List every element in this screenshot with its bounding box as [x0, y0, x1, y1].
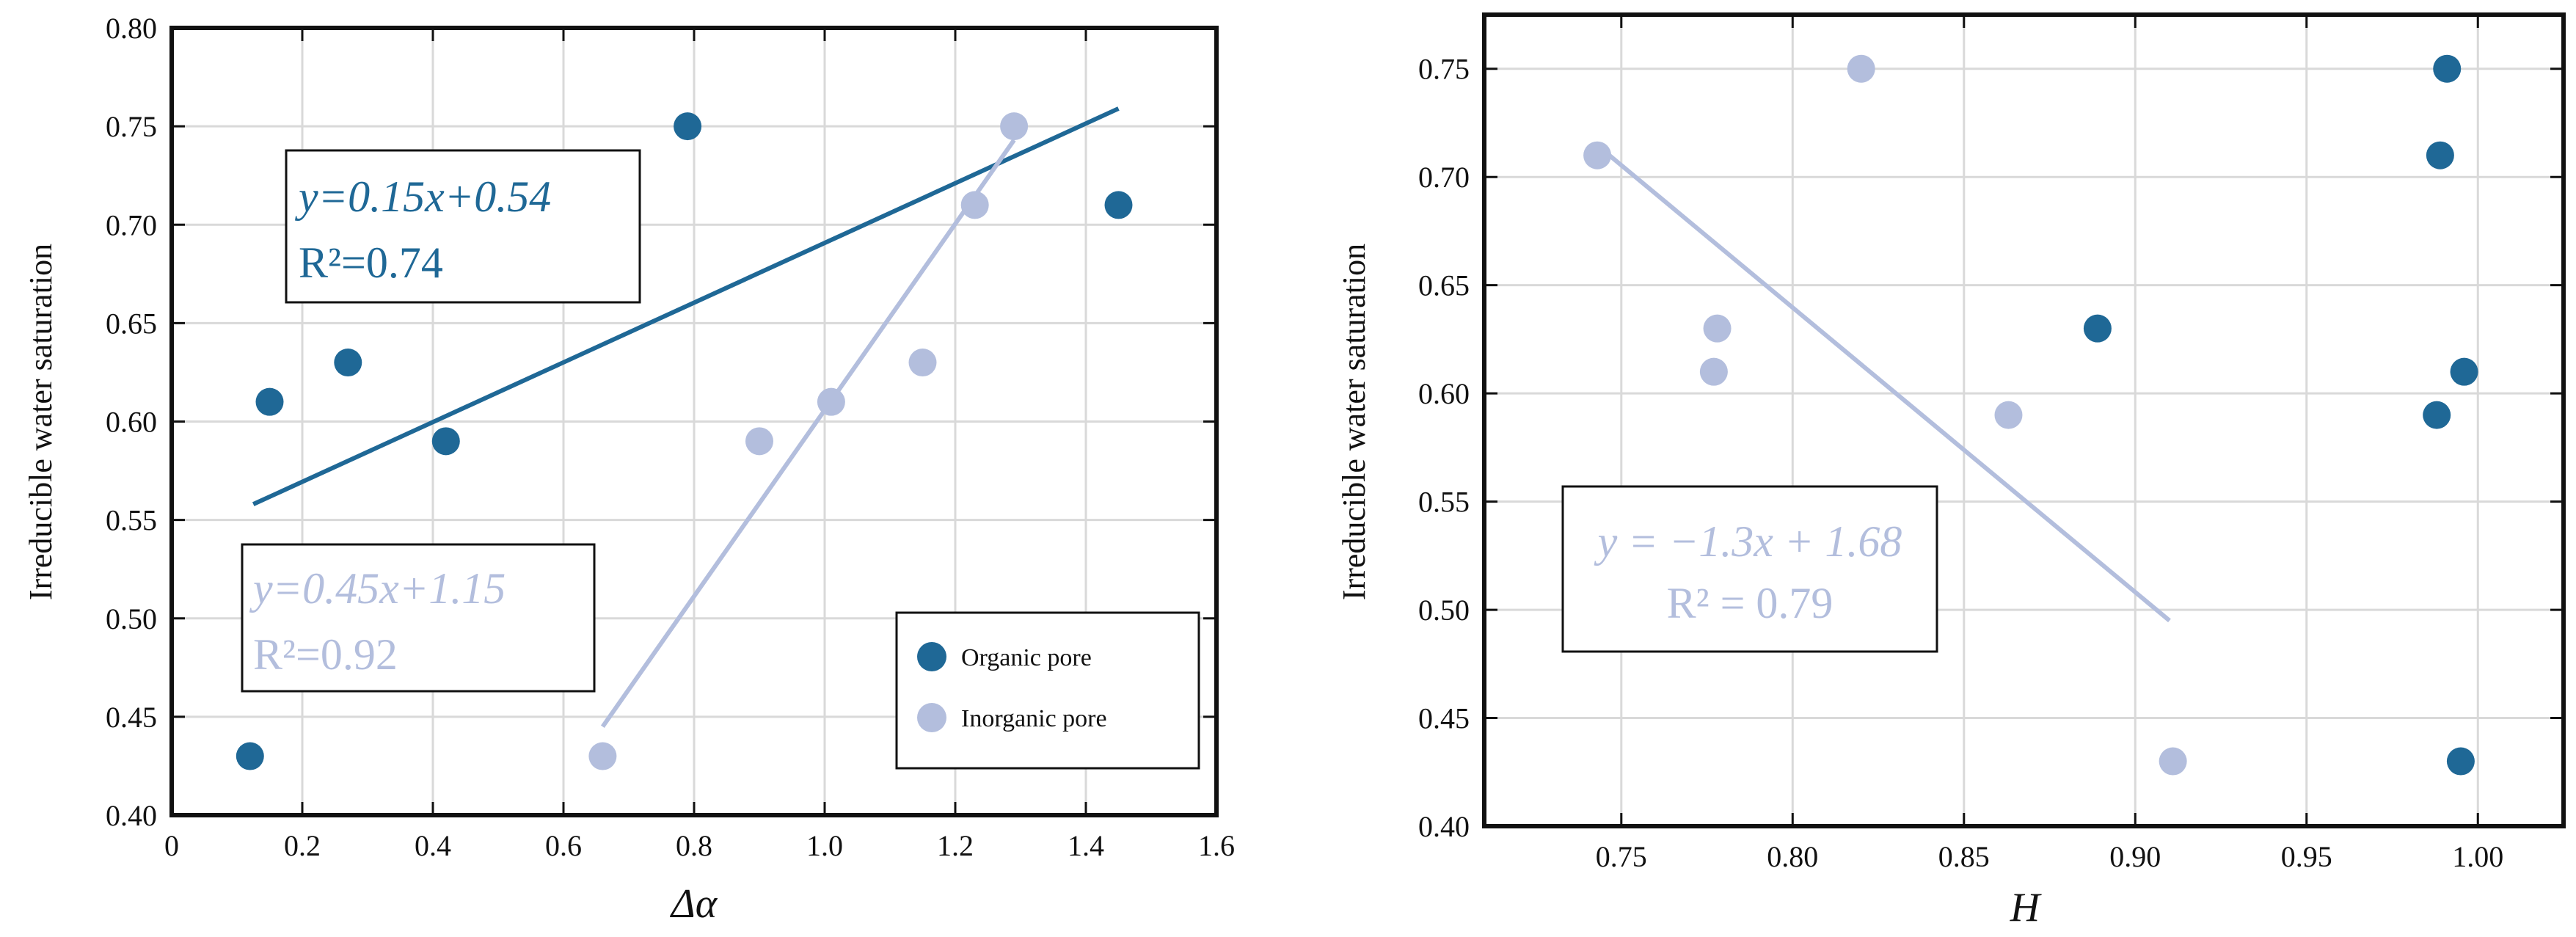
legend-left: Organic pore Inorganic pore: [895, 611, 1200, 770]
inorganic-point: [2159, 747, 2187, 776]
fit-lines-right: [1602, 149, 2171, 623]
inorganic-fit-line: [1602, 149, 2171, 623]
organic-point: [431, 427, 460, 456]
x-tick-labels-left: 0 0.2 0.4 0.6 0.8 1.0 1.2 1.4 1.6: [164, 829, 1235, 862]
legend-organic-marker: [917, 642, 946, 671]
x-tick-label: 0.75: [1596, 840, 1647, 873]
y-axis-label-left: Irreducible water saturation: [23, 244, 59, 600]
inorganic-point: [1847, 54, 1875, 83]
x-tick-label: 0.95: [2281, 840, 2332, 873]
x-tick-label: 0.6: [545, 829, 582, 862]
y-tick-label: 0.70: [1418, 161, 1470, 194]
inorganic-equation-box: [241, 543, 596, 693]
inorganic-point: [1703, 314, 1732, 343]
legend-inorganic-marker: [917, 703, 946, 732]
x-tick-labels-right: 0.75 0.80 0.85 0.90 0.95 1.00: [1596, 840, 2503, 873]
legend-organic-label: Organic pore: [961, 644, 1092, 671]
chart-right: 0.75 0.80 0.85 0.90 0.95 1.00 0.40 0.45 0.50 0.5…: [1336, 12, 2566, 930]
y-tick-label: 0.50: [106, 602, 157, 635]
x-tick-label: 1.00: [2452, 840, 2503, 873]
points-right: [1583, 54, 2478, 776]
y-tick-label: 0.50: [1418, 594, 1470, 627]
x-tick-label: 0.85: [1938, 840, 1990, 873]
organic-point: [2450, 357, 2478, 386]
organic-point: [1104, 191, 1133, 219]
y-axis-label-right: Irreducible water saturation: [1336, 244, 1372, 600]
organic-point: [2423, 401, 2451, 429]
x-tick-label: 0.4: [415, 829, 451, 862]
x-tick-label: 0.80: [1767, 840, 1818, 873]
y-tick-label: 0.60: [106, 406, 157, 439]
y-tick-label: 0.60: [1418, 377, 1470, 410]
organic-point: [2433, 54, 2462, 83]
y-tick-label: 0.65: [1418, 269, 1470, 302]
inorganic-fit-r2-right: R² = 0.79: [1667, 579, 1834, 627]
inorganic-point: [1699, 357, 1728, 386]
inorganic-point: [817, 387, 845, 416]
plot-frame-right: [1482, 12, 2566, 828]
inorganic-point: [960, 191, 989, 219]
y-tick-label: 0.55: [106, 504, 157, 537]
y-tick-label: 0.40: [1418, 810, 1470, 843]
fit-lines-left: [252, 106, 1120, 729]
organic-fit-equation: y=0.15x+0.54: [294, 172, 551, 221]
y-tick-label: 0.45: [1418, 702, 1470, 735]
x-axis-label-right: H: [2010, 885, 2042, 930]
legend-inorganic-label: Inorganic pore: [961, 705, 1107, 732]
organic-point: [2446, 747, 2475, 776]
inorganic-fit-equation: y=0.45x+1.15: [249, 564, 506, 613]
y-tick-label: 0.40: [106, 799, 157, 832]
organic-point: [674, 112, 702, 141]
x-tick-label: 0: [164, 829, 179, 862]
organic-equation-box: [285, 149, 641, 304]
inorganic-point: [1583, 141, 1612, 169]
y-tick-label: 0.75: [1418, 53, 1470, 86]
organic-fit-r2: R²=0.74: [299, 238, 443, 287]
organic-point: [2083, 314, 2112, 343]
organic-point: [2426, 141, 2454, 169]
inorganic-fit-r2: R²=0.92: [253, 630, 398, 679]
organic-point: [334, 349, 362, 377]
y-tick-label: 0.75: [106, 110, 157, 143]
organic-point: [255, 387, 284, 416]
inorganic-equation-box-right: [1561, 485, 1938, 653]
y-tick-label: 0.80: [106, 12, 157, 45]
inorganic-point: [1000, 112, 1029, 141]
ticks-left: [170, 26, 1218, 817]
x-tick-label: 0.90: [2109, 840, 2161, 873]
grid-right: [1484, 15, 2564, 828]
x-tick-label: 1.2: [937, 829, 974, 862]
y-tick-labels-right: 0.40 0.45 0.50 0.55 0.60 0.65 0.70 0.75: [1418, 53, 1470, 843]
y-tick-label: 0.65: [106, 307, 157, 340]
inorganic-point: [745, 427, 773, 456]
organic-point: [236, 742, 264, 770]
y-tick-label: 0.55: [1418, 486, 1470, 519]
inorganic-point: [588, 742, 617, 770]
inorganic-point: [908, 349, 937, 377]
inorganic-fit-line: [600, 139, 1016, 729]
legend-frame: [895, 611, 1200, 770]
inorganic-point: [1994, 401, 2023, 429]
organic-fit-line: [252, 106, 1120, 506]
x-tick-label: 1.6: [1198, 829, 1235, 862]
y-tick-label: 0.45: [106, 701, 157, 734]
x-tick-label: 1.0: [806, 829, 843, 862]
points-left: [236, 112, 1133, 770]
ticks-right: [1484, 15, 2564, 828]
y-tick-labels-left: 0.40 0.45 0.50 0.55 0.60 0.65 0.70 0.75 0.80: [106, 12, 157, 832]
y-tick-label: 0.70: [106, 208, 157, 241]
chart-left: 0 0.2 0.4 0.6 0.8 1.0 1.2 1.4 1.6 0.400.450.500.…: [23, 12, 1235, 927]
x-axis-label-left: Δα: [670, 881, 718, 927]
x-tick-label: 1.4: [1068, 829, 1104, 862]
x-tick-label: 0.2: [284, 829, 321, 862]
inorganic-fit-equation-right: y = −1.3x + 1.68: [1594, 517, 1902, 566]
x-tick-label: 0.8: [676, 829, 712, 862]
